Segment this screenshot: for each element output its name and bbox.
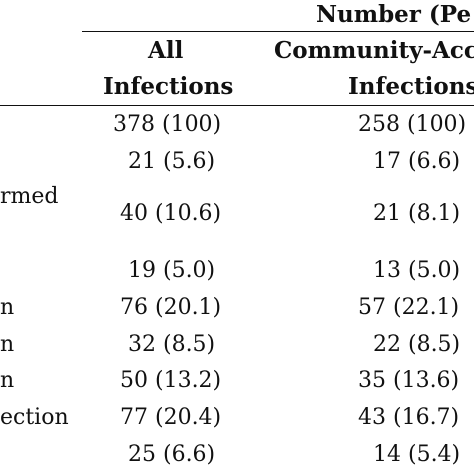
cell-community-1: 258 (100) [358,112,467,137]
cell-community-3: 21 (8.1) [373,201,461,226]
row-label-5: n [0,295,15,320]
cell-community-7: 35 (13.6) [358,368,460,393]
col-all-line1: All [148,37,184,64]
cell-community-2: 17 (6.6) [373,149,461,174]
cell-all-6: 32 (8.5) [128,332,216,357]
cell-community-8: 43 (16.7) [358,405,460,430]
col-all-line2: Infections [103,73,234,100]
group-header-rule [82,31,474,32]
col-community-line1: Community-Acc [274,37,474,64]
cell-community-6: 22 (8.5) [373,332,461,357]
header-bottom-rule [0,105,474,106]
cell-community-4: 13 (5.0) [373,258,461,283]
col-community-line2: Infections [348,73,474,100]
cell-all-1: 378 (100) [113,112,222,137]
cell-all-4: 19 (5.0) [128,258,216,283]
cell-all-8: 77 (20.4) [120,405,222,430]
cell-community-9: 14 (5.4) [373,442,461,467]
cell-all-3: 40 (10.6) [120,201,222,226]
cell-all-5: 76 (20.1) [120,295,222,320]
group-header: Number (Pe [316,1,472,28]
row-label-6: n [0,332,15,357]
row-label-8: ection [0,405,69,430]
cell-all-2: 21 (5.6) [128,149,216,174]
cell-community-5: 57 (22.1) [358,295,460,320]
row-label-3: rmed [0,184,59,209]
row-label-7: n [0,368,15,393]
cell-all-9: 25 (6.6) [128,442,216,467]
cell-all-7: 50 (13.2) [120,368,222,393]
